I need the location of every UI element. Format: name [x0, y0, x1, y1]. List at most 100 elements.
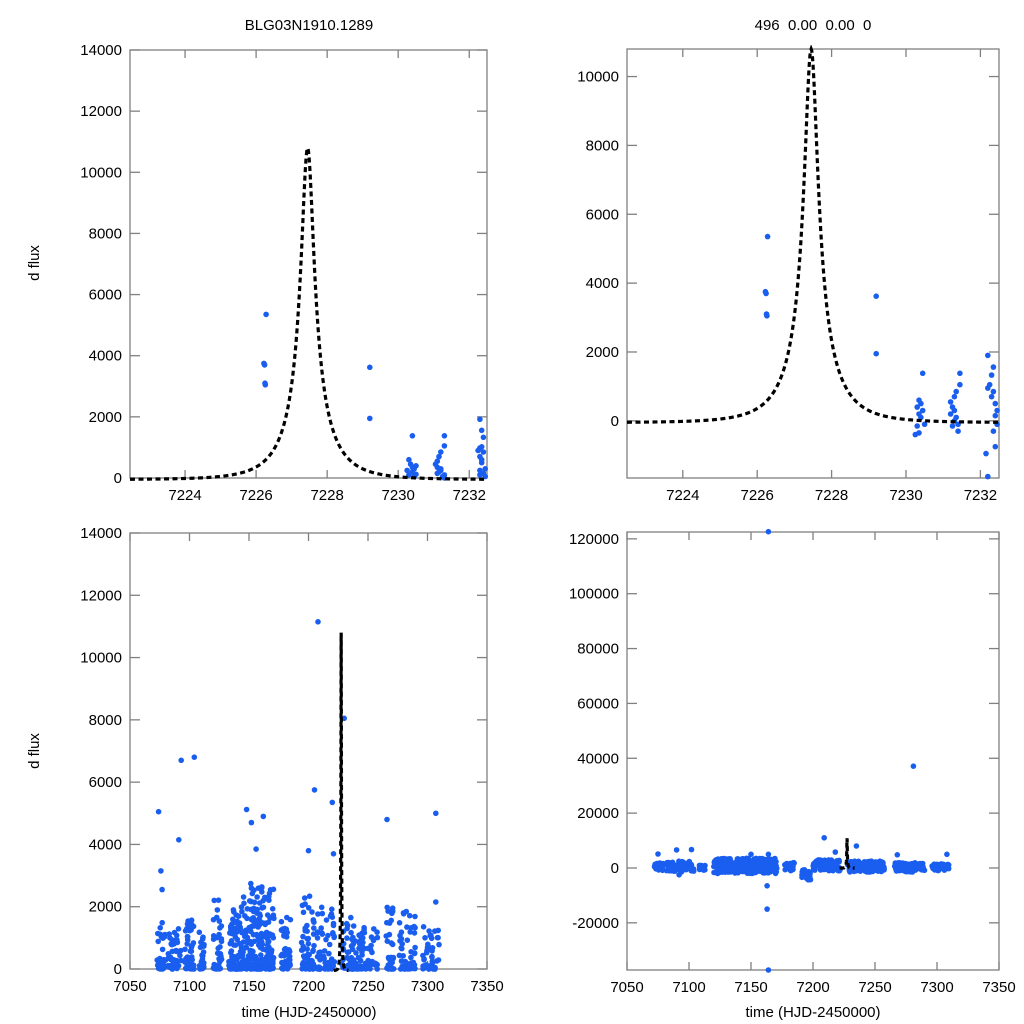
- data-point: [315, 911, 321, 917]
- y-tick-label: 12000: [80, 103, 122, 120]
- data-point: [678, 866, 684, 873]
- data-point: [321, 948, 328, 954]
- y-tick-label: 10000: [577, 69, 619, 86]
- data-point: [169, 948, 176, 955]
- y-tick-label: 40000: [577, 750, 619, 767]
- data-point: [664, 862, 670, 868]
- data-point: [155, 808, 162, 815]
- data-point: [436, 941, 442, 948]
- data-point: [480, 434, 487, 441]
- y-tick-label: 120000: [569, 531, 619, 548]
- data-point: [919, 860, 926, 867]
- data-point: [329, 799, 336, 806]
- data-point: [213, 914, 220, 921]
- data-point: [344, 925, 350, 932]
- data-point: [435, 927, 442, 934]
- data-point: [360, 939, 366, 946]
- data-point: [430, 963, 437, 970]
- data-point: [407, 929, 414, 935]
- x-tick-label: 7050: [610, 979, 643, 996]
- data-point: [913, 861, 920, 867]
- data-point: [241, 957, 247, 964]
- data-point: [250, 931, 257, 938]
- data-point: [992, 400, 999, 407]
- data-point: [944, 851, 950, 858]
- data-point: [357, 957, 364, 964]
- y-tick-label: 14000: [80, 42, 122, 59]
- data-point: [359, 952, 365, 958]
- data-point: [676, 872, 682, 878]
- data-point: [248, 885, 255, 891]
- x-tick-label: 7050: [113, 978, 146, 995]
- data-point: [412, 965, 418, 972]
- data-point: [770, 867, 777, 874]
- x-tick-label: 7230: [889, 487, 922, 504]
- data-point: [983, 450, 989, 457]
- data-point: [258, 956, 265, 963]
- data-point: [345, 963, 352, 969]
- data-point: [426, 928, 432, 934]
- data-point: [782, 862, 788, 868]
- data-point: [353, 950, 359, 956]
- data-point: [990, 428, 997, 435]
- data-point: [405, 965, 412, 971]
- data-point: [736, 858, 742, 865]
- data-point: [315, 619, 321, 625]
- data-point: [256, 900, 263, 906]
- data-point: [256, 918, 263, 924]
- data-point: [367, 364, 373, 371]
- data-point: [190, 940, 197, 946]
- data-point: [985, 473, 991, 480]
- data-point: [990, 388, 997, 395]
- y-tick-label: 0: [114, 470, 122, 487]
- data-point: [412, 944, 418, 951]
- data-point: [863, 859, 870, 866]
- data-point: [346, 956, 352, 962]
- data-point: [259, 884, 265, 890]
- data-point: [309, 909, 315, 915]
- data-point: [860, 866, 866, 873]
- data-layer: [154, 619, 442, 973]
- data-point: [727, 858, 733, 864]
- data-point: [919, 370, 926, 377]
- data-point: [210, 933, 217, 939]
- y-tick-label: 2000: [586, 344, 619, 361]
- data-point: [988, 372, 995, 378]
- data-point: [241, 945, 248, 951]
- data-point: [230, 907, 237, 913]
- data-point: [314, 929, 321, 935]
- data-point: [855, 858, 862, 865]
- data-point: [384, 816, 390, 823]
- data-point: [763, 863, 769, 869]
- data-point: [287, 916, 294, 923]
- data-point: [910, 763, 917, 769]
- x-tick-label: 7100: [173, 978, 206, 995]
- data-point: [348, 929, 354, 936]
- plot-frame: [626, 531, 1000, 971]
- data-point: [265, 919, 272, 925]
- model-curve: [333, 632, 349, 973]
- data-point: [428, 935, 435, 942]
- data-point: [239, 908, 245, 915]
- data-point: [434, 958, 440, 964]
- data-point: [248, 880, 254, 887]
- data-point: [994, 407, 1000, 414]
- data-point: [264, 963, 271, 970]
- data-point: [252, 953, 259, 960]
- data-point: [228, 965, 234, 971]
- x-tick-label: 7100: [672, 979, 705, 996]
- data-point: [402, 958, 409, 965]
- data-point: [404, 924, 410, 930]
- data-point: [764, 313, 770, 319]
- data-point: [743, 866, 749, 873]
- y-tick-label: 100000: [569, 586, 619, 603]
- data-point: [270, 965, 276, 972]
- data-point: [155, 938, 161, 945]
- data-point: [832, 859, 838, 865]
- y-tick-label: 8000: [586, 137, 619, 154]
- data-point: [235, 953, 241, 959]
- x-axis-label-bottom-left: time (HJD-2450000): [241, 1004, 376, 1021]
- data-point: [217, 965, 224, 972]
- data-point: [420, 924, 427, 930]
- data-point: [200, 934, 206, 940]
